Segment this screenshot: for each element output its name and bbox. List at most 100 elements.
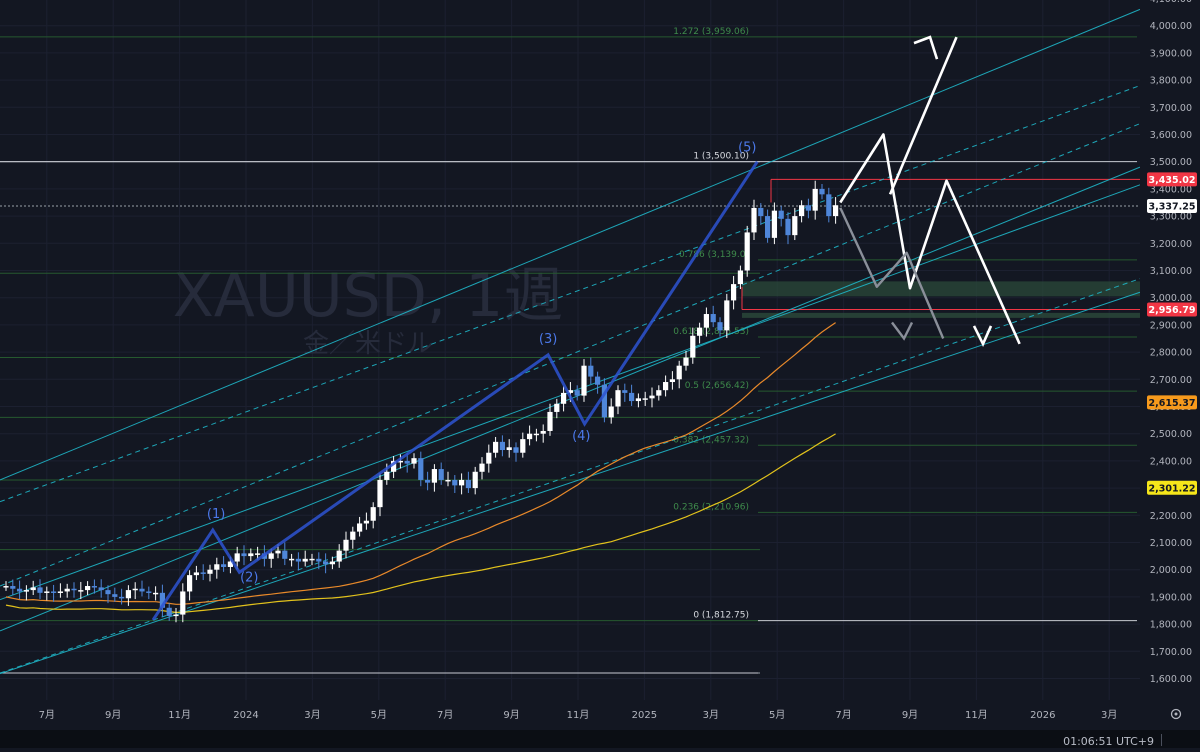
candle-body [737, 270, 743, 285]
price-tick-label: 3,800.00 [1150, 76, 1192, 87]
candle-body [411, 458, 417, 464]
price-tag-label: 2,956.79 [1149, 305, 1196, 316]
price-tick-label: 3,900.00 [1150, 48, 1192, 59]
channel-line [0, 291, 1141, 675]
price-tick-label: 1,900.00 [1150, 592, 1192, 603]
watermark-description: 金／米ドル [303, 329, 433, 359]
candle-body [146, 591, 152, 593]
candle-body [329, 561, 335, 565]
candle-body [153, 592, 159, 595]
candle-body [533, 433, 539, 436]
candle-body [724, 300, 730, 331]
price-tick-label: 3,400.00 [1150, 184, 1192, 195]
candle-body [527, 433, 533, 440]
candle-body [771, 210, 777, 238]
candle-body [193, 572, 199, 576]
candle-body [51, 591, 57, 593]
candle-body [663, 382, 669, 391]
candle-body [180, 591, 186, 615]
candle-body [309, 558, 315, 561]
candle-body [540, 430, 546, 434]
time-tick-label: 2024 [233, 710, 258, 721]
projection-arrow-gray-path [839, 207, 945, 339]
price-tick-label: 2,100.00 [1150, 538, 1192, 549]
moving-average-orange [5, 322, 836, 605]
candle-body [431, 469, 437, 483]
candle-body [554, 403, 560, 412]
candle-body [690, 335, 696, 358]
candle-body [819, 188, 825, 195]
candle-body [357, 523, 363, 532]
channel-midline [0, 123, 1141, 587]
time-tick-label: 7月 [835, 709, 851, 721]
price-tick-label: 2,800.00 [1150, 348, 1192, 359]
wave-label: (2) [240, 570, 258, 585]
candle-body [785, 218, 791, 236]
candle-body [744, 232, 750, 271]
candle-body [302, 558, 308, 562]
candle-body [363, 520, 369, 524]
candle-body [595, 376, 601, 385]
moving-average-yellow [5, 433, 836, 613]
price-tag [1147, 302, 1197, 317]
price-tick-label: 2,000.00 [1150, 565, 1192, 576]
candle-body [234, 553, 240, 562]
candle-body [323, 561, 329, 565]
candle-body [479, 463, 485, 472]
status-bar [0, 730, 1200, 748]
candle-body [255, 553, 261, 555]
settings-gear-icon[interactable] [1170, 708, 1182, 720]
price-tick-label: 4,100.00 [1150, 0, 1192, 5]
candle-body [105, 590, 111, 595]
clock: 01:06:51 UTC+9 [1063, 735, 1154, 748]
candle-body [418, 458, 424, 480]
time-tick-label: 9月 [902, 709, 918, 721]
time-tick-label: 9月 [503, 709, 519, 721]
fib-label: 0.786 (3,139.0) [679, 250, 749, 260]
candle-body [513, 447, 519, 453]
wave-label: (4) [572, 429, 590, 444]
candle-body [778, 210, 784, 219]
candle-body [751, 207, 757, 233]
price-tick-label: 3,500.00 [1150, 157, 1192, 168]
candle-body [132, 588, 138, 591]
candle-body [71, 588, 77, 591]
price-tag-label: 2,615.37 [1149, 398, 1196, 409]
candle-body [656, 390, 662, 396]
candle-body [227, 561, 233, 567]
candle-body [125, 590, 131, 599]
arrowhead-gray [891, 321, 914, 341]
price-tag [1147, 480, 1197, 495]
candle-body [608, 406, 614, 418]
candle-body [370, 507, 376, 521]
candle-body [295, 558, 301, 562]
candle-body [683, 357, 689, 366]
fib-label: 0.236 (2,210.96) [673, 502, 749, 512]
candle-body [717, 322, 723, 331]
price-tick-label: 3,700.00 [1150, 103, 1192, 114]
elliott-wave-path [151, 160, 759, 621]
candle-body [112, 594, 118, 597]
candle-body [391, 460, 397, 472]
candle-body [187, 575, 193, 592]
wave-label: (5) [738, 141, 756, 156]
candle-body [499, 441, 505, 451]
candle-body [445, 479, 451, 482]
price-tag-label: 3,435.02 [1149, 175, 1196, 186]
time-axis-panel [0, 700, 1200, 730]
time-tick-label: 3月 [703, 709, 719, 721]
candle-body [139, 588, 145, 592]
candle-body [561, 392, 567, 404]
candle-body [697, 327, 703, 336]
fib-label: 0 (1,812.75) [693, 611, 749, 621]
price-tick-label: 1,800.00 [1150, 620, 1192, 631]
price-tag [1147, 198, 1197, 213]
candle-body [520, 439, 526, 453]
price-axis-panel [1140, 0, 1200, 730]
price-tick-label: 2,200.00 [1150, 511, 1192, 522]
candle-body [792, 216, 798, 236]
candle-body [465, 479, 471, 489]
price-tick-label: 3,000.00 [1150, 293, 1192, 304]
